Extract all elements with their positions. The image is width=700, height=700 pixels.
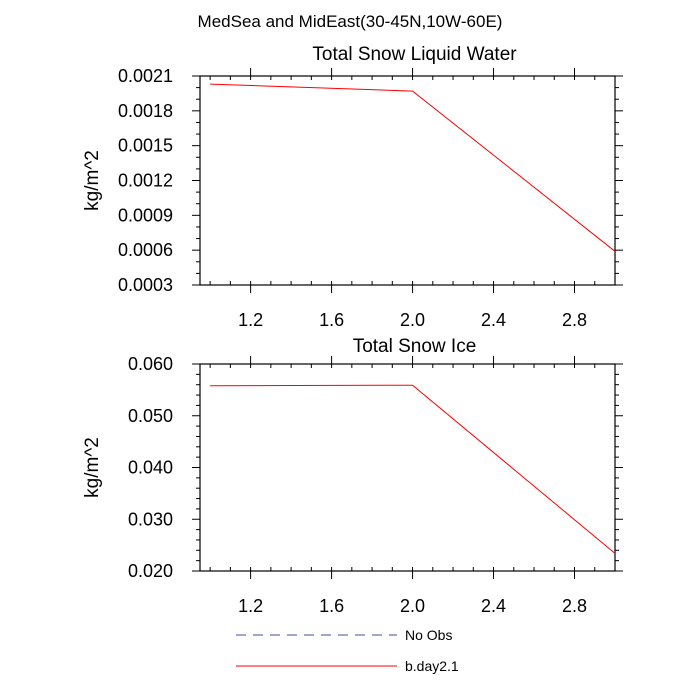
y-tick-label: 0.030: [128, 509, 173, 529]
panel-title: Total Snow Liquid Water: [312, 44, 517, 65]
x-tick-label: 1.2: [238, 310, 263, 330]
y-tick-label: 0.0018: [118, 101, 173, 121]
x-tick-label: 2.4: [481, 596, 506, 616]
panel-title: Total Snow Ice: [353, 336, 477, 357]
y-tick-label: 0.0015: [118, 136, 173, 156]
y-axis-label: kg/m^2: [82, 150, 103, 211]
y-tick-label: 0.0012: [118, 171, 173, 191]
x-tick-label: 1.6: [319, 596, 344, 616]
series-line-b-day2-1: [210, 83, 616, 252]
plot-frame: [199, 75, 616, 286]
plot-frame: [199, 363, 616, 572]
legend-label-b-day2-1: b.day2.1: [405, 658, 459, 674]
x-tick-label: 2.0: [400, 596, 425, 616]
legend-label-no-obs: No Obs: [405, 627, 452, 643]
x-tick-label: 2.8: [562, 596, 587, 616]
panel-snow-liquid-water: Total Snow Liquid Water 1.2 1.6 2.0 2.4 2.8 0.…: [82, 44, 623, 330]
y-tick-label: 0.050: [128, 406, 173, 426]
x-tick-label: 2.8: [562, 310, 587, 330]
chart-suptitle: MedSea and MidEast(30-45N,10W-60E): [198, 12, 503, 31]
y-tick-label: 0.060: [128, 354, 173, 374]
y-tick-label: 0.0003: [118, 275, 173, 295]
x-tick-label: 1.6: [319, 310, 344, 330]
y-tick-label: 0.0009: [118, 205, 173, 225]
x-tick-label: 2.0: [400, 310, 425, 330]
x-tick-label: 1.2: [238, 596, 263, 616]
series-line-b-day2-1: [210, 384, 616, 554]
y-tick-label: 0.020: [128, 561, 173, 581]
y-tick-label: 0.0006: [118, 240, 173, 260]
y-tick-label: 0.0021: [118, 66, 173, 86]
panel-snow-ice: Total Snow Ice 1.2 1.6 2.0 2.4 2.8 0.020 0.030 0…: [82, 336, 623, 616]
y-tick-label: 0.040: [128, 458, 173, 478]
y-axis-label: kg/m^2: [82, 437, 103, 498]
x-tick-label: 2.4: [481, 310, 506, 330]
legend: No Obs b.day2.1: [236, 627, 459, 674]
